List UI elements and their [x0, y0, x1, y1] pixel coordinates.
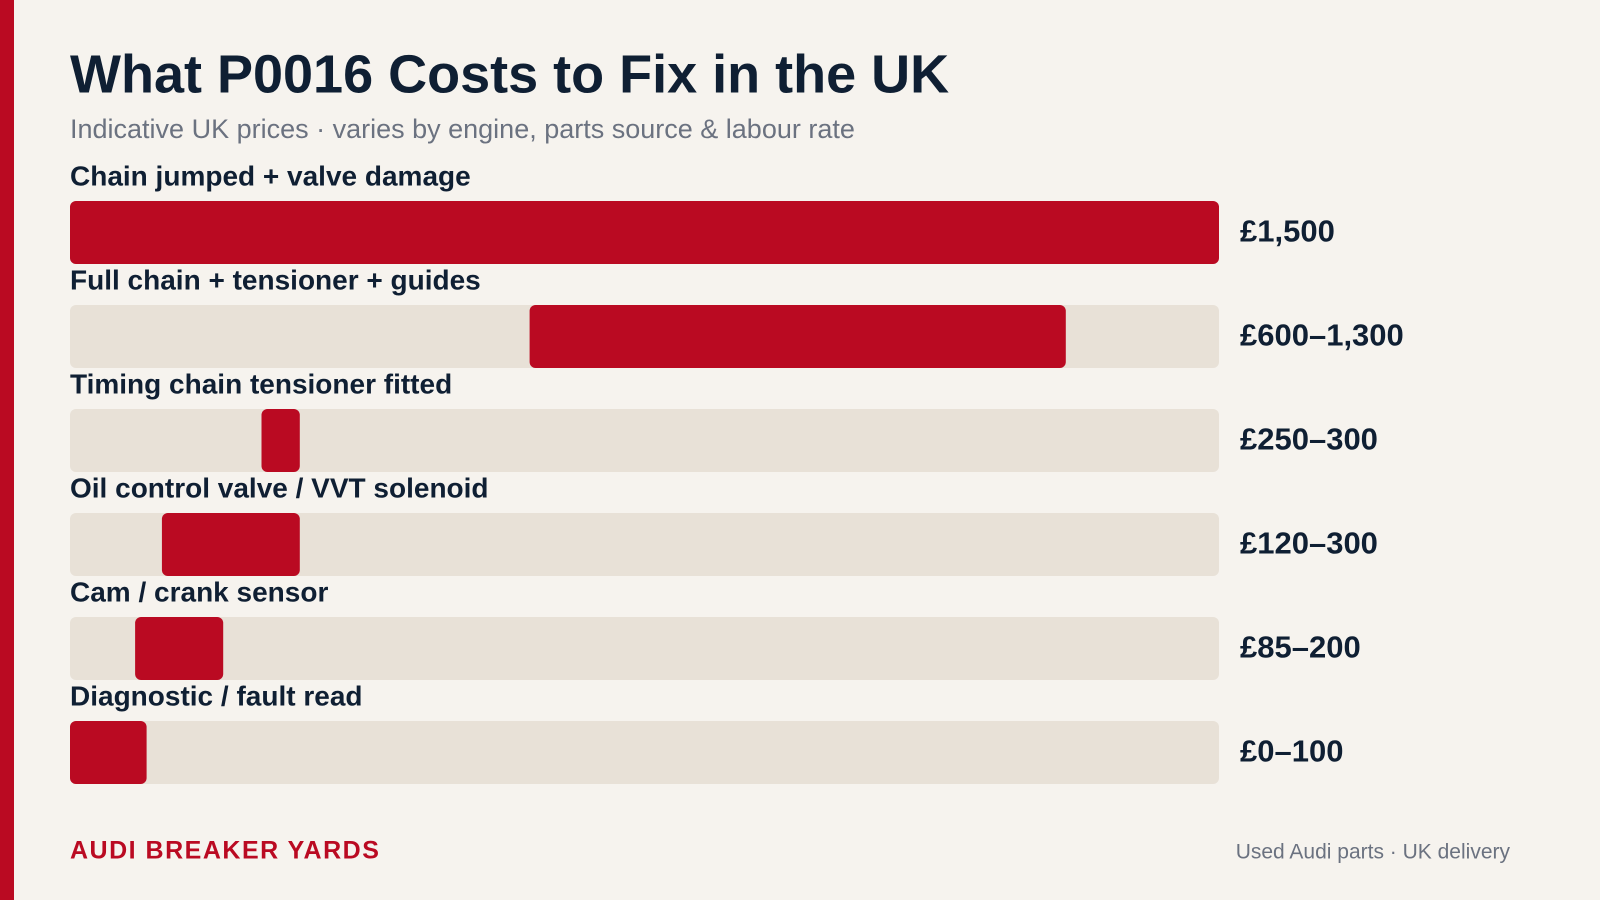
range-bar	[70, 721, 147, 784]
value-label: £1,500	[1240, 214, 1335, 249]
bar-track	[70, 409, 1219, 472]
footer-note: Used Audi parts · UK delivery	[1236, 841, 1511, 864]
category-label: Timing chain tensioner fitted	[70, 368, 452, 399]
value-label: £600–1,300	[1240, 318, 1404, 353]
value-label: £0–100	[1240, 734, 1343, 769]
chart-title: What P0016 Costs to Fix in the UK	[70, 44, 949, 104]
value-label: £250–300	[1240, 422, 1378, 457]
bar-track	[70, 617, 1219, 680]
range-bar	[261, 409, 300, 472]
value-label: £120–300	[1240, 526, 1378, 561]
category-label: Full chain + tensioner + guides	[70, 264, 481, 295]
range-bar	[529, 305, 1066, 368]
range-bar	[135, 617, 224, 680]
chart-subtitle: Indicative UK prices · varies by engine,…	[70, 114, 855, 144]
category-label: Chain jumped + valve damage	[70, 160, 471, 191]
category-label: Diagnostic / fault read	[70, 680, 363, 711]
category-label: Cam / crank sensor	[70, 576, 328, 607]
range-bar	[70, 201, 1219, 264]
range-bar	[161, 513, 300, 576]
brand: AUDI BREAKER YARDS	[70, 837, 380, 865]
value-label: £85–200	[1240, 630, 1361, 665]
bar-track	[70, 513, 1219, 576]
bar-track	[70, 721, 1219, 784]
category-label: Oil control valve / VVT solenoid	[70, 472, 489, 503]
accent-stripe	[0, 0, 14, 900]
